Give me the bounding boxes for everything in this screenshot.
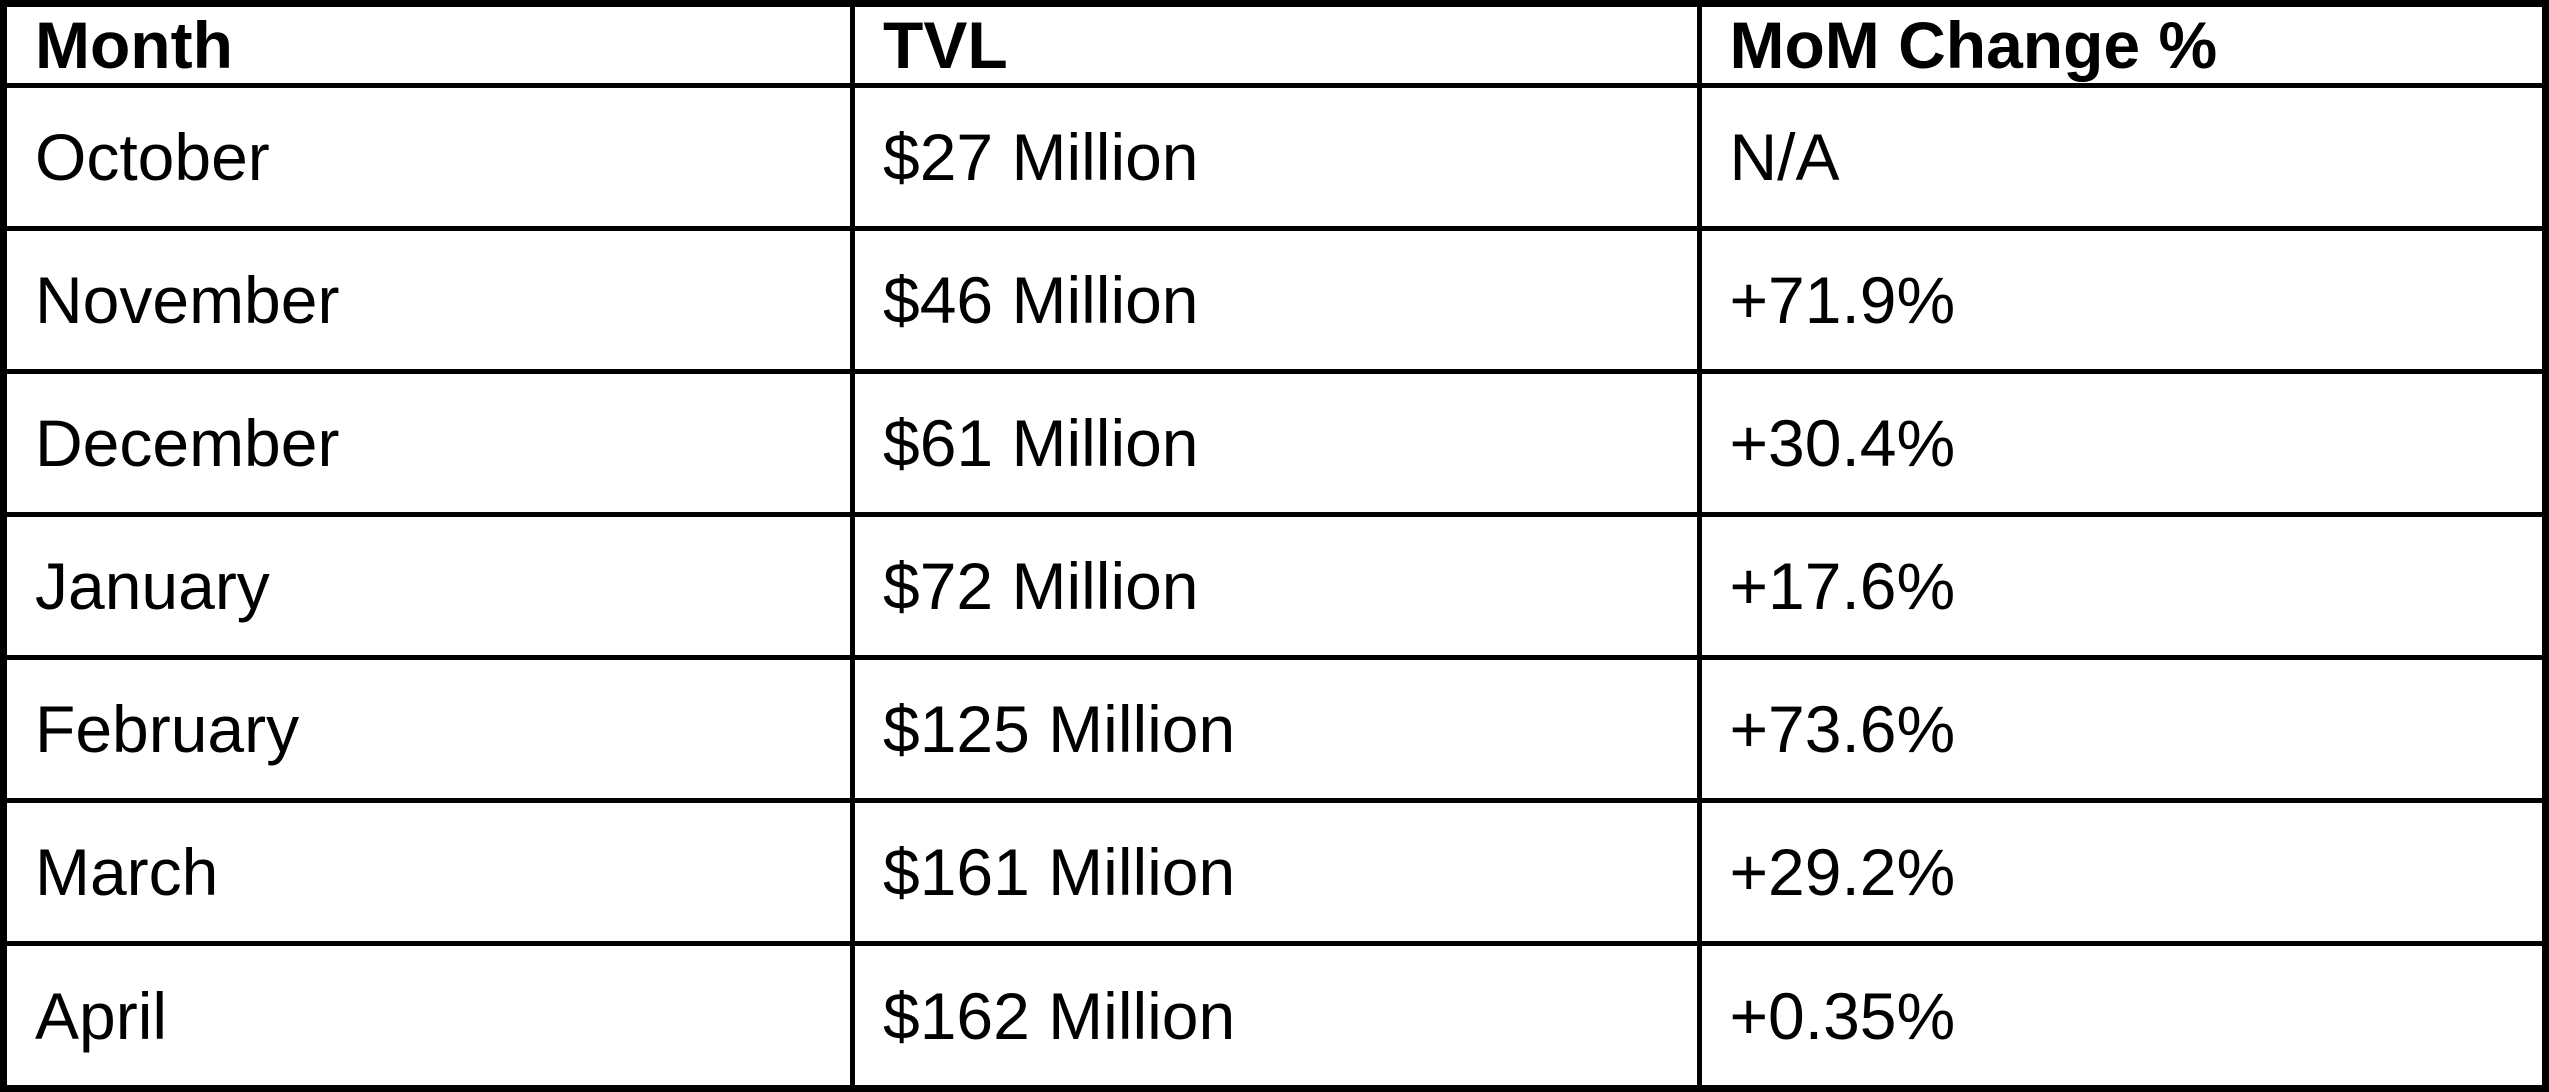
table-cell-month: April <box>0 941 856 1091</box>
table-cell-tvl: $27 Million <box>850 82 1702 232</box>
table-cell-month: November <box>0 226 856 375</box>
table-row: April $162 Million +0.35% <box>0 941 2548 1091</box>
column-header-tvl: TVL <box>850 1 1702 88</box>
table-row: October $27 Million N/A <box>0 82 2548 232</box>
table-cell-mom-change: N/A <box>1696 82 2548 232</box>
table-header-row: Month TVL MoM Change % <box>0 1 2548 88</box>
table-row: November $46 Million +71.9% <box>0 226 2548 375</box>
table-cell-tvl: $125 Million <box>850 655 1702 804</box>
table-cell-month: October <box>0 82 856 232</box>
table-cell-mom-change: +73.6% <box>1696 655 2548 804</box>
table-cell-month: December <box>0 369 856 518</box>
table-cell-month: March <box>0 798 856 947</box>
table-row: February $125 Million +73.6% <box>0 655 2548 804</box>
table-cell-mom-change: +71.9% <box>1696 226 2548 375</box>
table-row: January $72 Million +17.6% <box>0 512 2548 661</box>
table-cell-mom-change: +17.6% <box>1696 512 2548 661</box>
table-cell-month: January <box>0 512 856 661</box>
table-cell-mom-change: +29.2% <box>1696 798 2548 947</box>
table-row: December $61 Million +30.4% <box>0 369 2548 518</box>
table-row: March $161 Million +29.2% <box>0 798 2548 947</box>
table-cell-tvl: $61 Million <box>850 369 1702 518</box>
table-cell-tvl: $162 Million <box>850 941 1702 1091</box>
column-header-month: Month <box>0 1 856 88</box>
column-header-mom-change: MoM Change % <box>1696 1 2548 88</box>
table-cell-month: February <box>0 655 856 804</box>
table-cell-tvl: $46 Million <box>850 226 1702 375</box>
table-cell-tvl: $161 Million <box>850 798 1702 947</box>
table-cell-mom-change: +0.35% <box>1696 941 2548 1091</box>
table-cell-tvl: $72 Million <box>850 512 1702 661</box>
table-cell-mom-change: +30.4% <box>1696 369 2548 518</box>
